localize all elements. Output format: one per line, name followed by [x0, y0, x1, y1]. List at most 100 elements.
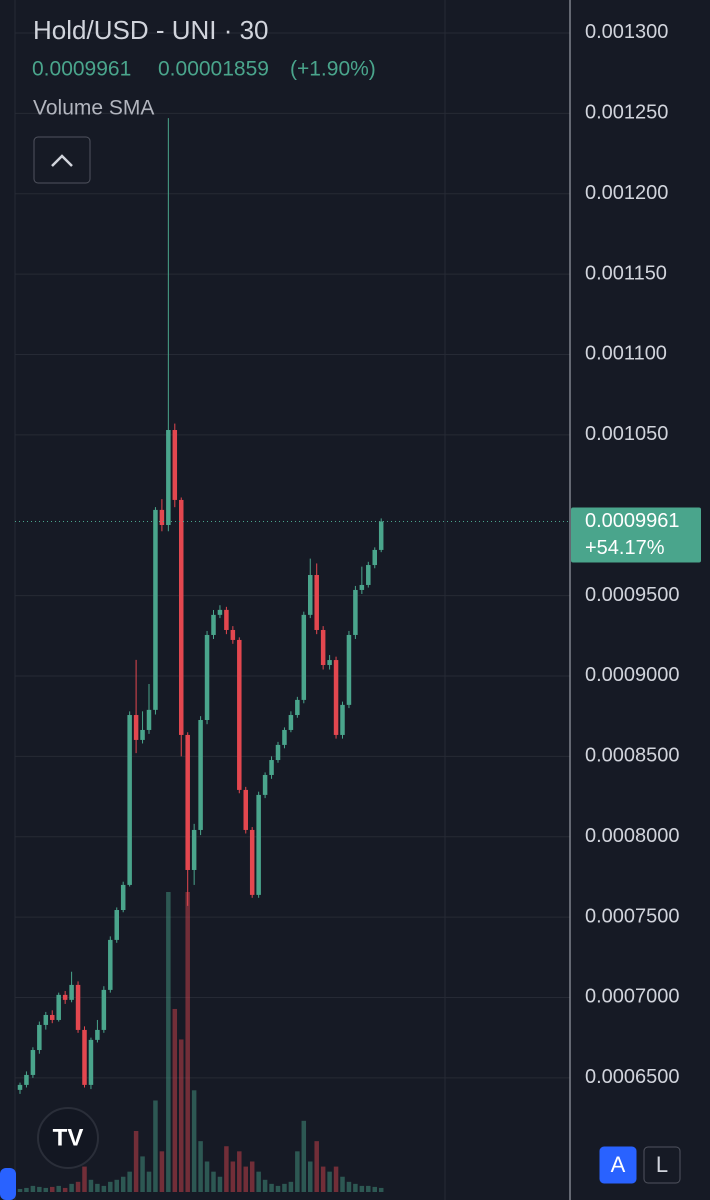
candle-body: [249, 829, 255, 895]
logo[interactable]: [37, 1107, 99, 1169]
volume-bar: [24, 1187, 29, 1192]
volume-bar: [217, 1176, 223, 1192]
volume-bar: [69, 1183, 74, 1192]
y-tick-label: 0.001100: [585, 343, 667, 365]
y-tick-label: 0.0006500: [585, 1066, 680, 1088]
candle-body: [101, 989, 107, 1030]
candle-body: [95, 1029, 100, 1040]
candle-body: [262, 774, 268, 795]
candle-body: [120, 884, 126, 911]
volume-bar: [275, 1185, 281, 1192]
collapse-button[interactable]: [33, 136, 91, 184]
candle-body: [237, 639, 242, 790]
volume-bar: [353, 1183, 358, 1192]
y-tick-label: 0.0009500: [585, 584, 680, 606]
volume-bar: [359, 1185, 365, 1192]
volume-bar: [120, 1176, 126, 1192]
candle-body: [230, 629, 236, 640]
volume-bar: [17, 1188, 23, 1192]
logo-mark: TV: [53, 1124, 84, 1151]
candle-body: [269, 760, 274, 775]
y-tick-label: 0.0009000: [585, 664, 680, 686]
volume-bar: [153, 1100, 158, 1192]
volume-bar: [133, 1130, 139, 1192]
y-tick-label: 0.001250: [585, 102, 668, 124]
volume-bar: [50, 1186, 55, 1192]
candle-body: [56, 994, 61, 1020]
grid: [15, 32, 570, 1079]
candle-body: [159, 509, 165, 526]
volume-bar: [101, 1185, 107, 1192]
volume-bar: [301, 1120, 307, 1192]
scale-toggle-label: A: [611, 1152, 626, 1177]
candle-body: [308, 575, 313, 615]
price-change-label: +54.17%: [585, 537, 665, 559]
candle-body: [333, 660, 339, 735]
volume-bar: [82, 1166, 87, 1192]
volume-bar: [43, 1187, 49, 1192]
candle-body: [288, 715, 294, 730]
volume-bar: [230, 1161, 236, 1192]
volume-bar: [30, 1185, 36, 1192]
last-price: 0.0009961: [32, 58, 131, 81]
candle-body: [301, 614, 307, 700]
side-tab[interactable]: [0, 1168, 16, 1200]
candle-body: [340, 704, 345, 735]
candle-body: [133, 715, 139, 740]
volume-bar: [249, 1161, 255, 1192]
candle-body: [127, 715, 132, 885]
volume-bar: [366, 1185, 371, 1192]
scale-toggle[interactable]: [643, 1146, 681, 1184]
candle-body: [224, 609, 229, 630]
volume-bar: [282, 1183, 287, 1192]
candle-body: [185, 734, 190, 870]
volume-bar: [295, 1151, 300, 1192]
volume-bar: [224, 1146, 229, 1192]
candle-body: [146, 709, 152, 730]
volume-bar: [75, 1181, 81, 1192]
candle-body: [327, 660, 332, 666]
price-label-box: [571, 507, 701, 563]
volume-bar: [191, 1090, 197, 1192]
volume-bar: [95, 1183, 100, 1192]
candle-body: [172, 430, 178, 500]
candle-body: [359, 584, 365, 590]
volume-bar: [372, 1186, 377, 1192]
y-tick-label: 0.001050: [585, 423, 668, 445]
candle-body: [50, 1014, 55, 1020]
scale-toggle[interactable]: [599, 1146, 637, 1184]
candle-body: [69, 984, 74, 1000]
volume-bar: [308, 1161, 313, 1192]
volume-bar: [204, 1161, 210, 1192]
y-tick-label: 0.0007000: [585, 986, 680, 1008]
y-tick-label: 0.0008500: [585, 745, 680, 767]
candle-body: [179, 499, 184, 735]
candle-body: [217, 609, 223, 615]
volume-bar: [159, 1151, 165, 1192]
volume-bar: [288, 1181, 294, 1192]
candle-body: [211, 614, 216, 635]
change: 0.00001859: [158, 58, 269, 81]
volume-bar: [327, 1171, 332, 1192]
chevron-icon: [51, 154, 73, 167]
volume-bar: [269, 1183, 274, 1192]
candle-body: [366, 565, 371, 585]
volume-bar: [243, 1166, 248, 1192]
volume-bar: [37, 1186, 42, 1192]
y-tick-label: 0.001200: [585, 182, 668, 204]
volume-bar: [198, 1141, 203, 1192]
volume-bar: [320, 1166, 326, 1192]
volume-bar: [146, 1171, 152, 1192]
scale-toggle-label: L: [656, 1152, 668, 1177]
candle-body: [166, 430, 171, 526]
price-label: 0.0009961: [585, 510, 680, 532]
candle-body: [24, 1074, 29, 1085]
candle-body: [198, 720, 203, 830]
y-tick-label: 0.001150: [585, 262, 667, 284]
candle-body: [37, 1024, 42, 1051]
volume-bar: [333, 1166, 339, 1192]
candle-body: [17, 1084, 23, 1090]
candle-body: [282, 729, 287, 745]
